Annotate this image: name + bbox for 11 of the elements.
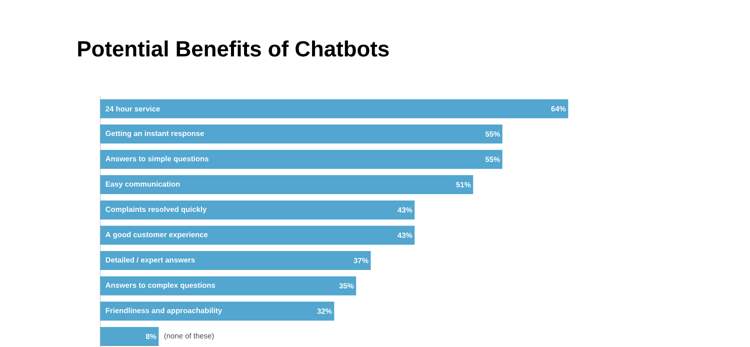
bar: [100, 251, 371, 270]
chart-title: Potential Benefits of Chatbots: [78, 40, 389, 57]
bar: [100, 226, 415, 245]
bar: [100, 326, 159, 346]
bar: [100, 302, 334, 321]
bar: [100, 150, 502, 169]
bar: [100, 200, 415, 220]
bar: [100, 124, 502, 144]
bar: [100, 276, 356, 296]
bar: [100, 175, 474, 194]
bar: [100, 99, 568, 118]
